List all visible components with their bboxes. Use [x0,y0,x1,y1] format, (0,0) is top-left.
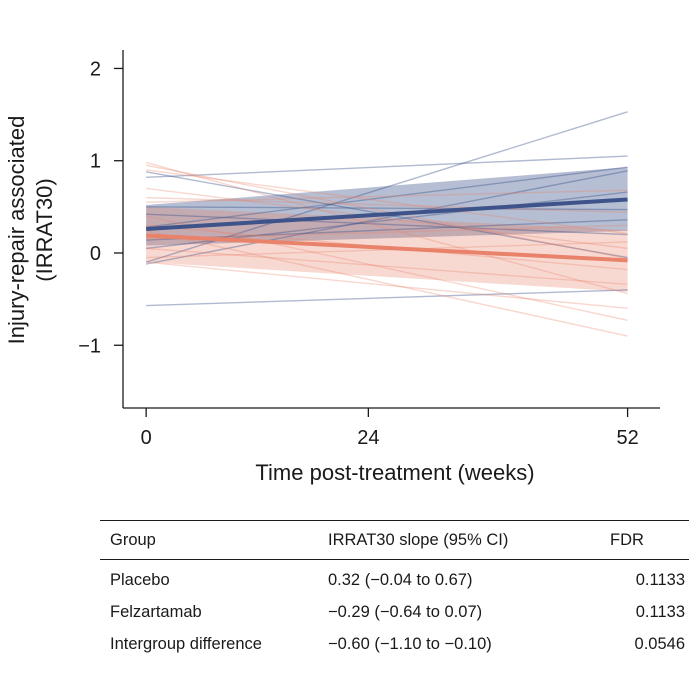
table-row: Placebo 0.32 (−0.04 to 0.67) 0.1133 [100,560,689,597]
felzartamab-individual-line [146,247,628,286]
placebo-individual-line [145,111,628,263]
placebo-individual-line [146,170,628,265]
row-fdr: 0.1133 [635,570,685,589]
felzartamab-individual-line [146,169,628,235]
row-slope: 0.32 (−0.04 to 0.67) [328,570,473,589]
placebo-individual-line [146,166,628,228]
y-tick-label: −1 [78,335,101,357]
placebo-individual-line [146,155,628,179]
felzartamab-individual-line [146,224,628,240]
felzartamab-individual-line [146,187,628,250]
line-chart: 2 1 0 −1 0 24 52 Injury-repair associated (IR… [4,50,660,485]
y-tick-label: 1 [90,151,101,173]
felzartamab-individual-line [146,164,628,260]
table-header-row: Group IRRAT30 slope (95% CI) FDR [100,520,689,560]
placebo-individual-line [146,289,628,307]
mean-lines [146,197,628,263]
placebo-individual-line [146,219,628,241]
y-axis-label-sub: (IRRAT30) [32,178,57,282]
felzartamab-individual-line [145,161,628,295]
row-group: Placebo [110,570,170,589]
felzartamab-individual-line [145,230,628,337]
header-group: Group [100,520,328,560]
row-group: Intergroup difference [110,634,262,653]
y-axis-label: Injury-repair associated [4,116,29,345]
row-slope: −0.60 (−1.10 to −0.10) [328,634,492,653]
felzartamab-individual-line [146,189,628,203]
y-tick-label: 0 [90,243,101,265]
y-tick-label: 2 [90,58,101,80]
row-fdr: 0.0546 [634,634,685,653]
slope-table: Group IRRAT30 slope (95% CI) FDR Placebo… [100,520,689,660]
felzartamab-individual-line [146,261,628,310]
x-ticks: 0 24 52 [141,408,639,449]
x-tick-label: 52 [616,427,638,449]
x-axis-label: Time post-treatment (weeks) [255,460,534,485]
row-fdr: 0.1133 [635,602,685,621]
table-row: Intergroup difference −0.60 (−1.10 to −0… [100,628,689,660]
placebo-individual-line [146,213,628,236]
x-tick-label: 24 [357,427,379,449]
row-group: Felzartamab [110,602,202,621]
x-tick-label: 0 [141,427,152,449]
felzartamab-individual-line [146,196,628,214]
placebo-ci-band [146,167,628,246]
y-ticks: 2 1 0 −1 [78,58,123,357]
felzartamab-mean-line [146,233,628,263]
header-fdr: FDR [610,520,689,560]
header-slope: IRRAT30 slope (95% CI) [328,520,610,560]
placebo-individual-line [146,206,628,211]
table-row: Felzartamab −0.29 (−0.64 to 0.07) 0.1133 [100,596,689,628]
row-slope: −0.29 (−0.64 to 0.07) [328,602,483,621]
felzartamab-individual-line [145,215,628,322]
placebo-mean-line [146,197,628,231]
